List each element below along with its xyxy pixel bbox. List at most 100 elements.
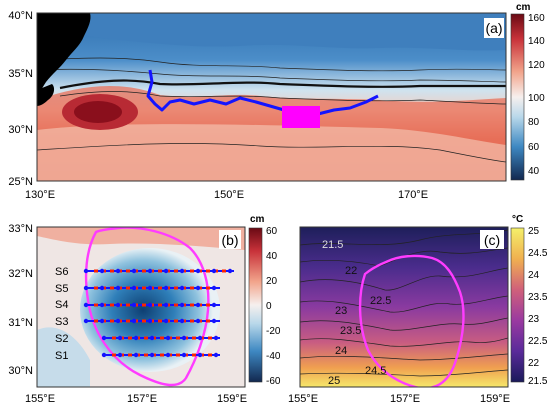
- ctd-station-dot: [115, 285, 121, 291]
- panel-a-colorbar-unit: cm: [516, 2, 531, 13]
- ctd-station-dot: [197, 335, 203, 341]
- section-label-s5: S5: [55, 283, 68, 295]
- sst-contour: [300, 247, 508, 267]
- ctd-station-dot: [131, 302, 137, 308]
- ctd-station-dot: [147, 268, 153, 274]
- panel-c-colorbar-tick: 21.5: [528, 376, 548, 387]
- ctd-station-dot: [197, 352, 203, 358]
- ctd-station-dot: [101, 352, 107, 358]
- panel-c-colorbar-tick: 23: [528, 314, 540, 325]
- ctd-station-dot: [195, 302, 201, 308]
- cyclonic-eddy-anomaly: [80, 248, 220, 372]
- panel-c-colorbar-tick: 22.5: [528, 336, 548, 347]
- ctd-station-dot: [195, 268, 201, 274]
- section-label-s3: S3: [55, 316, 68, 328]
- ctd-station-dot: [211, 285, 217, 291]
- panel-a-map: (a) 40°N 35°N 30°N 25°N 130°E 150°E 170°…: [8, 2, 545, 201]
- ctd-station-dot: [211, 302, 217, 308]
- panel-a-frame: [36, 12, 507, 182]
- ctd-station-dot: [147, 285, 153, 291]
- contour-label: 22: [345, 265, 357, 277]
- sst-contour: [300, 337, 508, 347]
- panel-b-colorbar-tick: 60: [266, 226, 278, 237]
- contour-label: 23: [335, 305, 347, 317]
- ctd-station-dot: [83, 285, 89, 291]
- panel-c-label: (c): [484, 232, 500, 248]
- ctd-station-dot: [163, 285, 169, 291]
- japan-landmass: [37, 13, 91, 96]
- contour-label: 25: [328, 375, 340, 387]
- panel-b-colorbar-unit: cm: [250, 214, 265, 225]
- panel-c-map: (c) 21.5 22 22.5 23 23.5 24 24.5 25 155°…: [288, 214, 548, 405]
- panel-b-lat-tick: 30°N: [8, 365, 33, 377]
- panel-a-colorbar-tick: 60: [528, 142, 540, 153]
- panel-c-colorbar: [510, 227, 525, 383]
- panel-a-colorbar-tick: 80: [528, 117, 540, 128]
- sst-contour: [300, 267, 508, 291]
- ctd-station-dot: [179, 302, 185, 308]
- ssh-contour: [37, 143, 506, 163]
- ctd-station-dot: [163, 302, 169, 308]
- ctd-station-dot: [179, 268, 185, 274]
- cold-north-region: [37, 13, 506, 51]
- ctd-station-dot: [147, 318, 153, 324]
- contour-label: 24: [335, 345, 347, 357]
- panel-b-lat-tick: 31°N: [8, 317, 33, 329]
- study-region-box: [282, 106, 320, 128]
- ctd-station-dot: [179, 285, 185, 291]
- panel-b-lat-tick: 32°N: [8, 268, 33, 280]
- ctd-station-dot: [117, 335, 123, 341]
- ctd-station-dot: [115, 302, 121, 308]
- panel-a-colorbar: [510, 13, 525, 181]
- ctd-station-dot: [195, 285, 201, 291]
- ssh-contour: [59, 91, 506, 105]
- panel-a-lon-tick: 130°E: [25, 189, 55, 201]
- panel-b-lat-tick: 33°N: [8, 223, 33, 235]
- ctd-station-dot: [131, 285, 137, 291]
- panel-b-colorbar-tick: 0: [266, 301, 272, 312]
- ssh-contour: [37, 57, 506, 72]
- positive-anomaly-north: [37, 227, 245, 250]
- panel-c-colorbar-tick: 22: [528, 358, 540, 369]
- ctd-station-dot: [99, 318, 105, 324]
- sst-contour: [300, 295, 508, 313]
- panel-c-colorbar-tick: 24.5: [528, 248, 548, 259]
- panel-b-colorbar-tick: -20: [266, 326, 281, 337]
- ctd-station-dot: [117, 352, 123, 358]
- ctd-station-dot: [147, 302, 153, 308]
- panel-c-lon-tick: 155°E: [288, 393, 318, 405]
- panel-a-lat-tick: 25°N: [8, 176, 33, 188]
- kuroshio-axis-contour: [59, 79, 506, 90]
- eddy-boundary: [84, 227, 210, 387]
- panel-b-colorbar: [248, 227, 263, 383]
- section-label-s1: S1: [55, 350, 68, 362]
- panel-b-colorbar-tick: -60: [266, 376, 281, 387]
- contour-label: 24.5: [365, 365, 386, 377]
- ctd-station-dot: [99, 268, 105, 274]
- panel-b-map: (b) S6 S5 S4 S3 S2 S1 33°N 32°N 31°N 30°…: [8, 214, 280, 405]
- high-ssh-core-inner: [74, 101, 122, 123]
- panel-c-colorbar-unit: °C: [512, 214, 523, 225]
- section-label-s4: S4: [55, 299, 68, 311]
- panel-a-lat-tick: 35°N: [8, 68, 33, 80]
- panel-a-lat-tick: 40°N: [8, 10, 33, 22]
- ctd-station-dot: [133, 352, 139, 358]
- sst-contour: [300, 369, 508, 377]
- panel-b-colorbar-tick: 20: [266, 276, 278, 287]
- panel-c-background: [300, 227, 508, 387]
- sst-contour: [300, 229, 508, 246]
- ssh-contour: [37, 68, 506, 83]
- ctd-station-dot: [83, 268, 89, 274]
- ctd-station-dot: [115, 268, 121, 274]
- ctd-station-dot: [181, 335, 187, 341]
- ctd-station-dot: [99, 285, 105, 291]
- ctd-station-dot: [149, 352, 155, 358]
- contour-label: 21.5: [322, 239, 343, 251]
- panel-b-colorbar-tick: -40: [266, 351, 281, 362]
- ctd-station-dot: [101, 335, 107, 341]
- panel-a-colorbar-tick: 120: [528, 60, 545, 71]
- ctd-station-dot: [149, 335, 155, 341]
- section-label-s2: S2: [55, 333, 68, 345]
- ctd-station-dot: [181, 352, 187, 358]
